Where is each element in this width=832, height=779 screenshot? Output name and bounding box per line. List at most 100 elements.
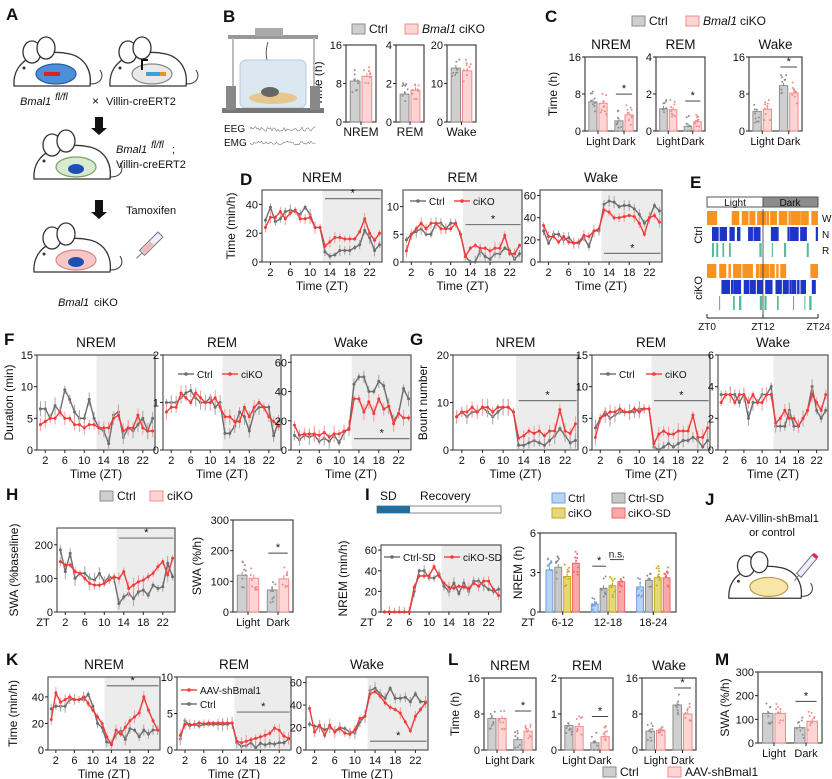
data-point: [408, 729, 412, 733]
data-point: [258, 735, 262, 739]
legend-line-0-marker: [390, 555, 394, 559]
y-tick-label: 6: [708, 350, 714, 362]
bar: [668, 109, 678, 132]
x-tick-label: 18: [623, 267, 635, 279]
data-point: [249, 738, 253, 742]
data-point: [146, 708, 150, 712]
data-point: [107, 442, 111, 446]
y-axis-label: Duration (min): [2, 364, 16, 440]
plot-frame: [717, 354, 829, 451]
significance-label: *: [691, 90, 696, 102]
individual-point: [368, 73, 371, 76]
individual-point: [670, 106, 673, 109]
individual-point: [272, 600, 275, 603]
individual-point: [244, 574, 247, 577]
data-point: [676, 429, 680, 433]
data-point: [487, 587, 491, 591]
data-point: [701, 435, 705, 439]
y-tick-label: 0: [252, 257, 258, 269]
legend-label: ciKO: [568, 508, 592, 520]
x-tick-label: 10: [98, 617, 110, 629]
data-point: [751, 401, 755, 404]
legend-label: ciKO-SD: [628, 508, 671, 520]
y-tick-label: 20: [365, 586, 377, 598]
data-point: [373, 238, 377, 242]
data-point: [363, 228, 367, 232]
data-point: [88, 581, 92, 585]
data-point: [518, 243, 522, 247]
hypnogram-epoch-R: [738, 296, 742, 310]
legend-line-0-marker: [184, 372, 188, 376]
data-point: [622, 215, 626, 219]
individual-point: [516, 736, 519, 739]
x-axis-label: Time (ZT): [196, 467, 248, 481]
individual-point: [780, 88, 783, 91]
data-point: [587, 235, 591, 239]
individual-point: [251, 585, 254, 588]
data-point: [597, 227, 601, 231]
data-point: [127, 586, 131, 590]
data-point: [567, 236, 571, 240]
individual-point: [404, 100, 407, 103]
x-tick-label: 14: [443, 617, 455, 629]
individual-point: [600, 108, 603, 111]
individual-point: [595, 731, 598, 734]
individual-point: [770, 721, 773, 724]
data-point: [398, 711, 402, 715]
data-point: [368, 692, 372, 696]
y-tick-label: 0: [167, 745, 173, 757]
data-point: [178, 733, 182, 737]
legend-label-gene: Bmal1: [703, 14, 737, 28]
data-point: [404, 238, 408, 242]
individual-point: [465, 62, 468, 65]
data-point: [83, 571, 87, 575]
data-point: [282, 741, 286, 745]
data-point: [318, 225, 322, 229]
y-tick-label: 16: [330, 40, 342, 52]
data-point: [642, 221, 646, 225]
individual-point: [591, 608, 594, 611]
individual-point: [602, 732, 605, 735]
data-point: [657, 432, 661, 436]
y-tick-label: 20: [431, 40, 443, 52]
data-point: [612, 216, 616, 220]
data-point: [273, 215, 277, 219]
data-point: [417, 569, 421, 573]
bar: [523, 730, 533, 751]
x-tick-label: 10: [423, 617, 435, 629]
individual-point: [594, 602, 597, 605]
significance-star: *: [630, 242, 635, 254]
bar: [236, 574, 248, 613]
data-point: [77, 423, 81, 427]
data-point: [387, 404, 391, 408]
x-tick-label: 10: [78, 455, 90, 467]
data-point: [263, 225, 267, 229]
bar-chart-L-Wake: Light Dark *: [641, 677, 697, 767]
hypnogram-epoch-N: [756, 280, 763, 294]
data-point: [358, 243, 362, 247]
data-point: [503, 233, 507, 237]
x-tick-label: 10: [333, 455, 345, 467]
data-point: [169, 405, 173, 409]
individual-point: [755, 108, 758, 111]
x-tick-label: 10: [204, 455, 216, 467]
data-point: [141, 416, 145, 420]
legend-line-1-marker: [450, 555, 454, 559]
offspring-mouse-icon: [33, 129, 123, 180]
individual-point: [576, 729, 579, 732]
data-point: [338, 248, 342, 252]
y-tick-label: 10: [161, 672, 173, 684]
hypnogram-epoch-N: [730, 280, 734, 294]
data-point: [792, 416, 796, 420]
bar-chart-B-REM: REM: [395, 44, 425, 139]
individual-point: [591, 103, 594, 106]
data-point: [73, 423, 77, 427]
data-point: [323, 733, 327, 737]
hypnogram-epoch-R: [722, 243, 725, 257]
data-point: [82, 695, 86, 699]
data-point: [273, 742, 277, 746]
legend-line-1-marker: [460, 199, 464, 203]
chart-title: Wake: [584, 170, 618, 185]
y-axis-label: NREM (h): [511, 546, 525, 599]
data-point: [199, 396, 203, 400]
